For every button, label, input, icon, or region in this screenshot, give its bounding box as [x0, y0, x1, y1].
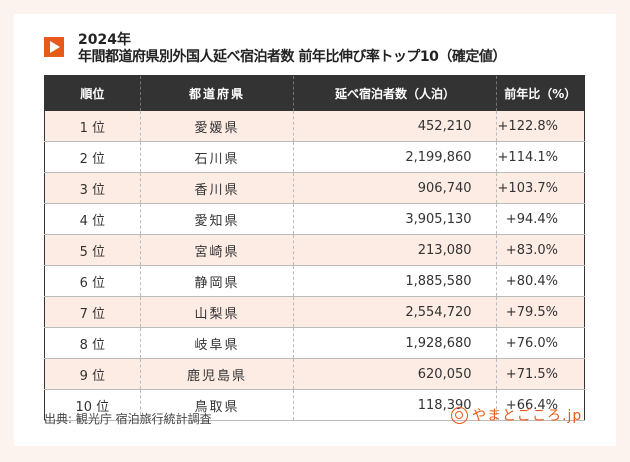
cell-prefecture: 愛媛県 [140, 111, 295, 142]
cell-rank: 8 位 [44, 327, 141, 359]
logo-icon [451, 406, 468, 424]
table-row: 1 位愛媛県 452,210 +122.8% [44, 111, 585, 142]
cell-rank: 9 位 [44, 358, 141, 390]
cell-rank: 10 位 [44, 389, 141, 421]
ranking-table: 順位 都道府県 延べ宿泊者数（人泊） 前年比（%） 1 位愛媛県 452,210 +… [44, 75, 585, 421]
cell-guests: 620,050 [293, 358, 497, 390]
logo-text: やまとごころ.jp [472, 408, 583, 424]
title-year: 2024年 [78, 32, 131, 48]
header-prefecture: 都道府県 [140, 75, 295, 111]
cell-yoy: +114.1% [496, 141, 585, 173]
cell-prefecture: 香川県 [140, 172, 295, 204]
cell-guests: 213,080 [293, 234, 497, 266]
cell-yoy: +80.4% [496, 265, 585, 297]
cell-yoy: +79.5% [496, 296, 585, 328]
cell-prefecture: 山梨県 [140, 296, 295, 328]
play-icon [44, 37, 64, 57]
cell-guests: 3,905,130 [293, 203, 497, 235]
table-header: 順位 都道府県 延べ宿泊者数（人泊） 前年比（%） [44, 75, 585, 111]
cell-rank: 7 位 [44, 296, 141, 328]
table-row: 8 位岐阜県 1,928,680 +76.0% [44, 327, 585, 359]
cell-yoy: +66.4% [496, 389, 585, 421]
cell-guests: 1,885,580 [293, 265, 497, 297]
cell-prefecture: 石川県 [140, 141, 295, 173]
table-row: 9 位鹿児島県 620,050 +71.5% [44, 358, 585, 390]
cell-guests: 2,554,720 [293, 296, 497, 328]
cell-guests: 452,210 [293, 111, 497, 142]
cell-prefecture: 静岡県 [140, 265, 295, 297]
cell-rank: 5 位 [44, 234, 141, 266]
cell-prefecture: 鳥取県 [140, 389, 295, 421]
table-row: 7 位山梨県 2,554,720 +79.5% [44, 296, 585, 328]
cell-yoy: +94.4% [496, 203, 585, 235]
table-row: 4 位愛知県 3,905,130 +94.4% [44, 203, 585, 235]
page-title: 年間都道府県別外国人延べ宿泊者数 前年比伸び率トップ10（確定値） [78, 49, 506, 65]
cell-prefecture: 愛知県 [140, 203, 295, 235]
table-row: 2 位石川県 2,199,860 +114.1% [44, 141, 585, 173]
cell-yoy: +76.0% [496, 327, 585, 359]
cell-guests: 906,740 [293, 172, 497, 204]
cell-prefecture: 宮崎県 [140, 234, 295, 266]
cell-yoy: +83.0% [496, 234, 585, 266]
cell-rank: 4 位 [44, 203, 141, 235]
cell-guests: 2,199,860 [293, 141, 497, 173]
cell-guests: 1,928,680 [293, 327, 497, 359]
table-row: 6 位静岡県 1,885,580 +80.4% [44, 265, 585, 297]
table-row: 5 位宮崎県 213,080 +83.0% [44, 234, 585, 266]
source-note: 出典: 観光庁 宿泊旅行統計調査 [44, 412, 212, 426]
logo: やまとごころ.jp [451, 405, 582, 425]
cell-rank: 3 位 [44, 172, 141, 204]
table-row: 3 位香川県 906,740 +103.7% [44, 172, 585, 204]
header-rank: 順位 [44, 75, 141, 111]
cell-rank: 2 位 [44, 141, 141, 173]
cell-rank: 1 位 [44, 111, 141, 142]
cell-yoy: +122.8% [496, 111, 585, 142]
cell-yoy: +103.7% [496, 172, 585, 204]
cell-prefecture: 鹿児島県 [140, 358, 295, 390]
cell-prefecture: 岐阜県 [140, 327, 295, 359]
table-row: 10 位鳥取県 118,390 +66.4% [44, 389, 585, 421]
header-guests: 延べ宿泊者数（人泊） [293, 75, 497, 111]
cell-yoy: +71.5% [496, 358, 585, 390]
header-yoy: 前年比（%） [496, 75, 585, 111]
cell-rank: 6 位 [44, 265, 141, 297]
